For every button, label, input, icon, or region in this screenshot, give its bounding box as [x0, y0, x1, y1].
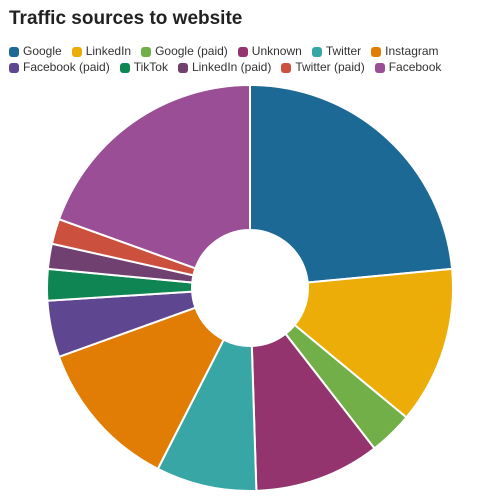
legend-swatch: [9, 46, 19, 57]
chart-legend: Google LinkedIn Google (paid) Unknown Twitte…: [9, 44, 495, 75]
legend-swatch: [141, 46, 152, 57]
legend-swatch: [237, 46, 248, 57]
legend-item: Google: [9, 44, 62, 59]
legend-swatch: [311, 46, 322, 57]
legend-swatch: [71, 46, 82, 57]
legend-label: Twitter (paid): [295, 60, 365, 74]
legend-swatch: [371, 46, 382, 57]
pie-slice: [293, 267, 454, 419]
legend-label: Unknown: [251, 44, 302, 58]
legend-item: Google (paid): [141, 44, 228, 59]
legend-swatch: [177, 62, 188, 73]
legend-item: LinkedIn: [71, 44, 132, 59]
legend-label: LinkedIn (paid): [191, 60, 272, 74]
legend-label: Instagram: [385, 44, 439, 58]
legend-item: Twitter (paid): [281, 60, 365, 75]
legend-item: Facebook: [374, 60, 442, 75]
pie-slice: [249, 83, 454, 284]
legend-label: TikTok: [133, 60, 168, 74]
pie-slice: [250, 332, 376, 492]
pie-slice: [57, 83, 251, 270]
legend-label: Google: [23, 44, 62, 58]
chart-title: Traffic sources to website: [9, 8, 243, 29]
legend-item: LinkedIn (paid): [177, 60, 272, 75]
pie-slice: [57, 306, 226, 471]
legend-item: Twitter: [311, 44, 362, 59]
legend-swatch: [281, 62, 292, 73]
legend-item: TikTok: [119, 60, 168, 75]
legend-label: Facebook: [388, 60, 442, 74]
legend-label: Twitter: [325, 44, 362, 58]
legend-label: Google (paid): [155, 44, 228, 58]
legend-swatch: [374, 62, 385, 73]
legend-item: Instagram: [371, 44, 439, 59]
legend-item: Facebook (paid): [9, 60, 110, 75]
legend-swatch: [119, 62, 130, 73]
legend-label: LinkedIn: [85, 44, 132, 58]
legend-item: Unknown: [237, 44, 302, 59]
legend-swatch: [9, 62, 19, 73]
legend-label: Facebook (paid): [23, 60, 110, 74]
